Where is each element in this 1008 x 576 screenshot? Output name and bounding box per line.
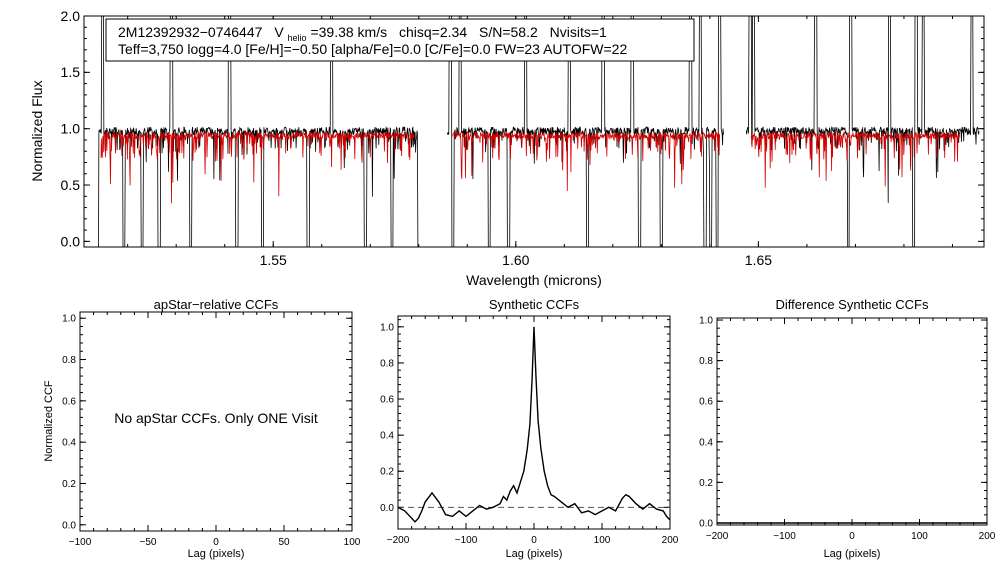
spectrum-axis-ticks: 1.55 1.60 1.65 0.0 0.5 1.0 1.5 2.0 [61, 8, 984, 268]
y-tick-label: 0.4 [62, 438, 76, 449]
annotation-chisq: chisq=2.34 [399, 24, 467, 40]
y-tick-label: 0.0 [62, 520, 76, 531]
x-tick-label: 1.65 [745, 252, 772, 268]
x-tick-label: 100 [344, 537, 361, 548]
y-tick-label: 0.0 [380, 503, 394, 514]
spectrum-panel: 1.55 1.60 1.65 0.0 0.5 1.0 1.5 2.0 Wavelength (… [29, 8, 985, 288]
x-tick-label: 50 [278, 537, 290, 548]
difference-ccf-title: Difference Synthetic CCFs [776, 297, 929, 312]
y-tick-label: 0.0 [699, 518, 713, 529]
difference-ccf-plot-frame [716, 317, 988, 526]
annotation-box-frame [105, 18, 695, 62]
y-tick-label: 1.0 [699, 316, 713, 327]
y-tick-label: 0.6 [380, 395, 394, 406]
x-tick-label: 200 [979, 531, 996, 542]
ccf-line [397, 326, 671, 523]
spectrum-x-axis-label: Wavelength (microns) [466, 272, 602, 288]
y-tick-label: 0.8 [699, 356, 713, 367]
y-tick-label: 0.8 [62, 355, 76, 366]
no-ccf-message: No apStar CCFs. Only ONE Visit [114, 410, 318, 426]
synthetic-ccf-x-axis-label: Lag (pixels) [506, 548, 563, 560]
annotation-star-id: 2M12392932−0746447 [118, 24, 263, 40]
y-tick-label: 1.0 [62, 314, 76, 325]
x-tick-label: −200 [387, 535, 410, 546]
difference-ccf-panel: Difference Synthetic CCFs Lag (pixels) −… [699, 297, 996, 560]
x-tick-label: 0 [213, 537, 219, 548]
y-tick-label: 0.4 [699, 437, 713, 448]
annotation-vhelio-value: =39.38 km/s [310, 24, 387, 40]
y-tick-label: 1.0 [380, 322, 394, 333]
annotation-snr: S/N=58.2 [479, 24, 538, 40]
x-tick-label: 100 [594, 535, 611, 546]
synthetic-ccf-panel: Synthetic CCFs Lag (pixels) −200 −100 0 100… [380, 297, 679, 560]
model-spectrum-line [750, 131, 961, 188]
x-tick-label: −100 [455, 535, 478, 546]
y-tick-label: 0.5 [61, 177, 81, 193]
x-tick-label: 0 [849, 531, 855, 542]
x-tick-label: 100 [911, 531, 928, 542]
x-tick-label: 1.55 [260, 252, 287, 268]
spectrum-y-axis-label: Normalized Flux [29, 80, 45, 181]
apstar-ccf-x-axis-label: Lag (pixels) [188, 548, 245, 560]
y-tick-label: 0.4 [380, 431, 394, 442]
synthetic-ccf-traces [397, 326, 671, 523]
y-tick-label: 1.5 [61, 64, 81, 80]
spectrum-annotation-box: 2M12392932−0746447 V helio =39.38 km/s c… [105, 18, 695, 62]
annotation-line-1: 2M12392932−0746447 V helio =39.38 km/s c… [118, 24, 607, 44]
apstar-ccf-title: apStar−relative CCFs [154, 297, 279, 312]
difference-ccf-axis-ticks: −200 −100 0 100 200 0.0 0.2 0.4 0.6 0.8 1.0 [699, 316, 996, 542]
apstar-ccf-axis-ticks: −100 −50 0 50 100 0.0 0.2 0.4 0.6 0.8 1.0 [62, 312, 361, 548]
y-tick-label: 0.2 [62, 479, 76, 490]
difference-ccf-x-axis-label: Lag (pixels) [824, 548, 881, 560]
x-tick-label: −200 [706, 531, 729, 542]
spectrum-plot-frame [83, 15, 985, 248]
synthetic-ccf-title: Synthetic CCFs [489, 297, 580, 312]
y-tick-label: 0.8 [380, 358, 394, 369]
model-spectrum-line [100, 130, 415, 204]
y-tick-label: 0.2 [699, 478, 713, 489]
annotation-vhelio-subscript: helio [288, 33, 307, 43]
x-tick-label: −50 [140, 537, 157, 548]
y-tick-label: 0.6 [699, 397, 713, 408]
y-tick-label: 2.0 [61, 8, 81, 24]
x-tick-label: 200 [662, 535, 679, 546]
x-tick-label: 1.60 [502, 252, 529, 268]
y-tick-label: 0.2 [380, 467, 394, 478]
x-tick-label: 0 [531, 535, 537, 546]
annotation-nvisits: Nvisits=1 [550, 24, 607, 40]
y-tick-label: 0.0 [61, 233, 81, 249]
synthetic-ccf-axis-ticks: −200 −100 0 100 200 0.0 0.2 0.4 0.6 0.8 1.0 [380, 316, 679, 546]
annotation-line-2: Teff=3,750 logg=4.0 [Fe/H]=−0.50 [alpha/… [118, 41, 627, 57]
y-tick-label: 1.0 [61, 121, 81, 137]
y-tick-label: 0.6 [62, 396, 76, 407]
x-tick-label: −100 [69, 537, 92, 548]
observed-spectrum-line [745, 15, 980, 248]
spectrum-traces [97, 15, 980, 248]
x-tick-label: −100 [773, 531, 796, 542]
annotation-vhelio-label: V [274, 24, 284, 40]
model-spectrum-line [452, 131, 720, 192]
apstar-ccf-y-axis-label: Normalized CCF [43, 380, 55, 462]
apstar-ccf-panel: apStar−relative CCFs Lag (pixels) Normal… [43, 297, 361, 560]
